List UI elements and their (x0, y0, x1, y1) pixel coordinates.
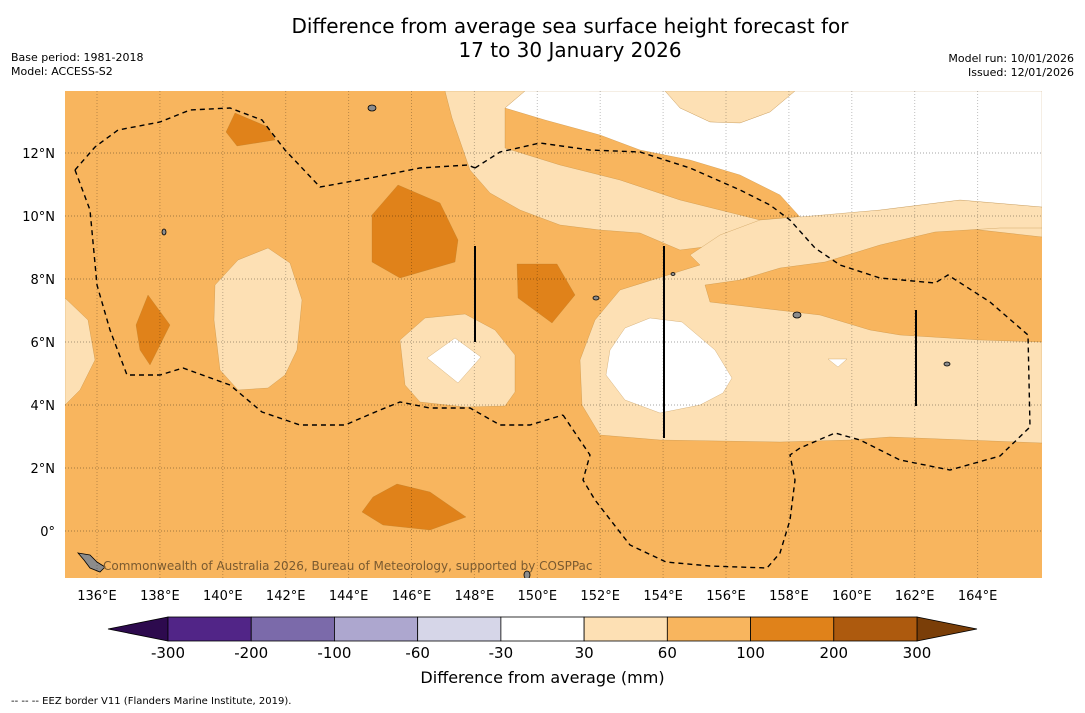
meta-right: Model run: 10/01/2026 Issued: 12/01/2026 (948, 52, 1074, 80)
lon-tick-label: 164°E (958, 589, 998, 604)
base-period-text: Base period: 1981-2018 (11, 51, 144, 64)
colorbar-segment (334, 616, 419, 642)
title-line-2: 17 to 30 January 2026 (458, 38, 682, 62)
lon-tick-label: 162°E (895, 589, 935, 604)
lon-tick-label: 148°E (455, 589, 495, 604)
lon-tick-label: 138°E (140, 589, 180, 604)
colorbar-segment (666, 616, 751, 642)
colorbar-segment (750, 616, 835, 642)
meta-left: Base period: 1981-2018 Model: ACCESS-S2 (11, 51, 143, 79)
colorbar-tick-label: 200 (819, 644, 848, 662)
contour-dark-5 (361, 483, 467, 531)
lon-tick-label: 156°E (706, 589, 746, 604)
lon-tick-label: 140°E (203, 589, 243, 604)
eez-borders (74, 107, 1031, 569)
colorbar-tick-label: -100 (317, 644, 351, 662)
colorbar-tick-label: -30 (489, 644, 514, 662)
island (792, 311, 802, 319)
issued-text: Issued: 12/01/2026 (967, 66, 1074, 79)
lon-tick-label: 158°E (769, 589, 809, 604)
eez-line-3 (474, 142, 1031, 569)
colorbar-tick-label: 100 (736, 644, 765, 662)
contour-zero-east (605, 317, 733, 414)
contour-dark-2 (371, 184, 459, 279)
page-title: Difference from average sea surface heig… (0, 14, 1085, 62)
colorbar-segment (833, 616, 918, 642)
contour-dark-4 (135, 294, 171, 366)
lat-tick-label: 2°N (31, 462, 56, 477)
graticule (65, 91, 1042, 578)
attribution-text: Commonwealth of Australia 2026, Bureau o… (103, 559, 593, 573)
lon-tick-label: 152°E (580, 589, 620, 604)
contour-zero-north (504, 91, 1042, 218)
eez-line-2 (74, 169, 564, 426)
lon-tick-label: 160°E (832, 589, 872, 604)
colorbar-label: Difference from average (mm) (420, 668, 665, 687)
contour-zero-small (827, 358, 848, 368)
island-large (76, 552, 106, 573)
colorbar-under-arrow (107, 616, 169, 642)
island (523, 570, 531, 578)
island (943, 361, 951, 367)
island (161, 228, 167, 236)
lon-tick-label: 144°E (329, 589, 369, 604)
lat-tick-label: 4°N (31, 399, 56, 414)
colorbar-tick-label: 30 (575, 644, 594, 662)
contour-dark-3 (516, 263, 576, 324)
contour-light-west (213, 247, 303, 391)
contour-dark-1 (225, 112, 276, 147)
eez-footnote: -- -- -- EEZ border V11 (Flanders Marine… (11, 696, 292, 707)
colorbar-tick-label: 60 (658, 644, 677, 662)
lat-tick-label: 12°N (22, 147, 55, 162)
colorbar-over-arrow (916, 616, 978, 642)
colorbar-segment (167, 616, 252, 642)
lat-tick-label: 6°N (31, 336, 56, 351)
lat-tick-label: 0° (40, 525, 55, 540)
lat-tick-label: 10°N (22, 210, 55, 225)
colorbar-segment (250, 616, 335, 642)
islands (76, 104, 951, 578)
contour-layer: Commonwealth of Australia 2026, Bureau o… (65, 91, 1042, 578)
colorbar-tick-label: 300 (903, 644, 932, 662)
lon-tick-label: 150°E (518, 589, 558, 604)
contour-light-edge (65, 297, 96, 406)
colorbar-segment (583, 616, 668, 642)
lon-tick-label: 136°E (77, 589, 117, 604)
lon-tick-label: 142°E (266, 589, 306, 604)
contour-zero-center (426, 337, 482, 384)
colorbar-tick-label: -60 (405, 644, 430, 662)
island (670, 272, 676, 276)
colorbar-segment (500, 616, 585, 642)
eez-line-1 (74, 107, 476, 188)
title-line-1: Difference from average sea surface heig… (291, 14, 849, 38)
model-run-text: Model run: 10/01/2026 (948, 52, 1074, 65)
lon-tick-label: 146°E (392, 589, 432, 604)
colorbar-tick-label: -300 (151, 644, 185, 662)
colorbar-tick-label: -200 (234, 644, 268, 662)
island (592, 295, 600, 301)
island (367, 104, 377, 112)
lat-tick-label: 8°N (31, 273, 56, 288)
model-text: Model: ACCESS-S2 (11, 65, 113, 78)
colorbar-segment (417, 616, 502, 642)
lon-tick-label: 154°E (643, 589, 683, 604)
